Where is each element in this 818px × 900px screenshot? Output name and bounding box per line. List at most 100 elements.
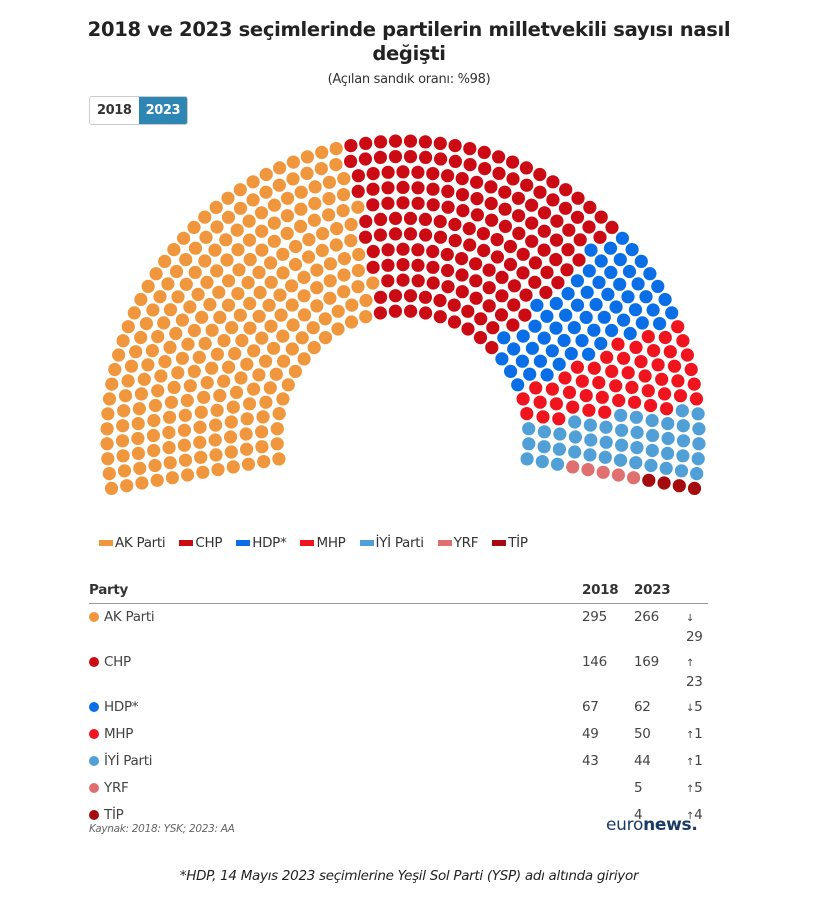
year-2018-button[interactable]: 2018 xyxy=(90,97,139,124)
change-cell: ↓5 xyxy=(686,699,703,715)
seat-dot xyxy=(256,410,270,424)
seat-dot xyxy=(655,372,669,386)
seat-dot xyxy=(178,408,192,422)
seat-dot xyxy=(503,239,517,254)
seat-dot xyxy=(553,427,567,441)
change-cell: ↑1 xyxy=(686,753,703,769)
seat-dot xyxy=(561,243,575,257)
seat-dot xyxy=(641,330,655,344)
seat-dot xyxy=(134,387,148,401)
arrow-up-icon: ↑ xyxy=(686,757,695,768)
legend-item-yrf[interactable]: YRF xyxy=(437,535,479,551)
legend-swatch xyxy=(99,540,113,546)
seat-dot xyxy=(195,310,209,324)
legend-item-hdp[interactable]: HDP* xyxy=(236,535,287,551)
seat-dot xyxy=(448,234,462,248)
seat-dot xyxy=(255,440,269,454)
seat-dot xyxy=(630,441,644,455)
seat-dot xyxy=(179,253,193,267)
seat-dot xyxy=(381,165,395,179)
seat-dot xyxy=(674,464,689,478)
seat-dot xyxy=(490,233,504,247)
seat-dot xyxy=(474,312,488,326)
seat-dot xyxy=(374,135,388,149)
seat-dot xyxy=(562,223,576,237)
seat-dot xyxy=(252,368,266,382)
seat-dot xyxy=(147,413,161,428)
seat-dot xyxy=(280,209,294,223)
party-color-dot xyxy=(89,783,99,793)
seat-dot xyxy=(330,222,344,236)
seat-dot xyxy=(511,378,525,392)
seat-dot xyxy=(351,169,365,183)
seat-dot xyxy=(441,169,455,183)
seat-dot xyxy=(162,441,176,455)
seat-dot xyxy=(469,274,483,288)
legend-item-iyi-parti[interactable]: İYİ Parti xyxy=(359,535,424,551)
seat-dot xyxy=(373,228,387,242)
seat-dot xyxy=(564,347,578,361)
seat-dot xyxy=(231,287,245,301)
seat-dot xyxy=(560,263,574,277)
seat-dot xyxy=(205,323,219,337)
seat-dot xyxy=(601,287,615,301)
legend-item-tip[interactable]: TİP xyxy=(492,535,528,551)
seats-2018-cell: 146 xyxy=(582,654,607,670)
seat-dot xyxy=(396,242,410,256)
seats-2023-cell: 169 xyxy=(634,654,659,670)
seat-dot xyxy=(124,359,139,373)
seat-dot xyxy=(171,290,185,304)
seat-dot xyxy=(322,175,336,189)
seat-dot xyxy=(288,257,303,272)
seat-dot xyxy=(638,369,652,383)
seat-dot xyxy=(381,258,395,272)
year-2023-button[interactable]: 2023 xyxy=(138,97,188,124)
seat-dot xyxy=(129,345,143,359)
seat-dot xyxy=(691,452,705,466)
seat-dot xyxy=(613,453,628,467)
seats-2023-cell: 62 xyxy=(634,699,651,715)
seat-dot xyxy=(118,389,133,403)
header-party: Party xyxy=(89,578,582,604)
seat-dot xyxy=(210,264,224,278)
seat-dot xyxy=(592,376,606,390)
seats-2023-cell: 50 xyxy=(634,726,651,742)
seat-dot xyxy=(127,306,141,320)
seat-dot xyxy=(673,389,688,403)
seat-dot xyxy=(419,150,433,164)
seat-dot xyxy=(630,425,644,440)
seat-dot xyxy=(381,181,395,195)
legend-item-ak-parti[interactable]: AK Parti xyxy=(99,535,166,551)
seat-dot xyxy=(188,241,203,255)
party-color-dot xyxy=(89,702,99,712)
seat-dot xyxy=(573,233,587,247)
seat-dot xyxy=(634,355,648,369)
seat-dot xyxy=(225,321,239,335)
seat-dot xyxy=(579,389,593,403)
seat-dot xyxy=(297,270,311,284)
seat-dot xyxy=(116,334,130,348)
seat-dot xyxy=(147,443,161,458)
legend-item-chp[interactable]: CHP xyxy=(179,535,223,551)
seat-dot xyxy=(323,291,337,305)
party-cell: İYİ Parti xyxy=(89,748,582,775)
seat-dot xyxy=(497,331,511,345)
seat-dot xyxy=(366,260,380,274)
legend-item-mhp[interactable]: MHP xyxy=(300,535,346,551)
seat-dot xyxy=(551,276,565,290)
seat-dot xyxy=(594,210,608,224)
seat-dot xyxy=(344,217,358,232)
seat-dot xyxy=(197,390,211,404)
seat-dot xyxy=(139,317,153,331)
seat-dot xyxy=(259,354,273,368)
header-2023: 2023 xyxy=(634,578,686,604)
seat-dot xyxy=(546,175,560,189)
seat-dot xyxy=(536,410,550,424)
seat-dot xyxy=(336,188,351,202)
seat-dot xyxy=(211,463,225,477)
seat-dot xyxy=(337,268,351,282)
seat-dot xyxy=(667,359,682,373)
change-cell: ↑ 23 xyxy=(686,658,703,690)
seat-dot xyxy=(476,227,490,241)
seat-dot xyxy=(566,400,580,414)
